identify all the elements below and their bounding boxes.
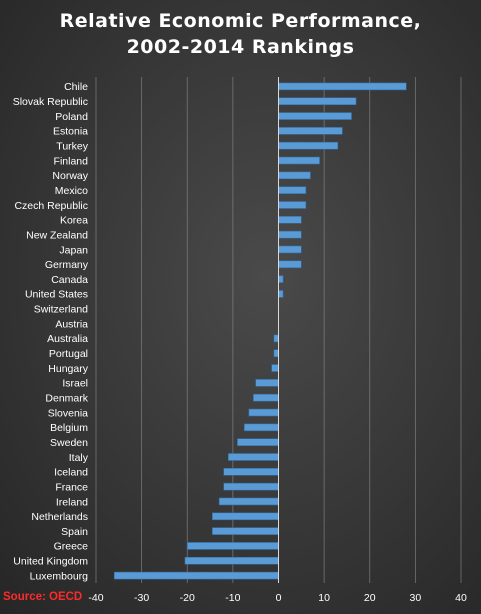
bar-japan (278, 245, 302, 254)
bar-norway (278, 171, 311, 180)
bar-poland (278, 112, 352, 120)
bar-ireland (218, 497, 279, 506)
bar-denmark (253, 393, 279, 402)
bar-slovak-republic (278, 97, 357, 106)
category-label: Denmark (45, 393, 88, 405)
x-tick-label: 30 (410, 592, 422, 604)
gridlines (95, 77, 462, 583)
category-label: Mexico (55, 185, 88, 197)
category-label: Norway (52, 170, 88, 182)
bar-sweden (237, 438, 279, 446)
x-tick-label: -40 (88, 592, 103, 604)
category-label: Estonia (53, 126, 88, 138)
category-label: Turkey (56, 141, 88, 153)
category-label: France (55, 481, 88, 493)
bar-mexico (278, 186, 307, 194)
category-label: United Kingdom (13, 556, 88, 568)
category-label: Australia (47, 333, 88, 345)
category-labels: Chile Slovak Republic Poland Estonia Turkey F… (13, 81, 89, 582)
category-label: Slovak Republic (13, 96, 88, 108)
chart-title-line-1: Relative Economic Performance, (59, 10, 422, 32)
category-label: Finland (54, 155, 89, 167)
bar-spain (212, 527, 279, 535)
category-label: Chile (64, 81, 88, 93)
x-tick-label: -10 (225, 592, 240, 604)
bar-canada (278, 275, 284, 283)
category-label: Poland (55, 111, 88, 123)
bar-united-states (278, 290, 284, 298)
category-label: Czech Republic (14, 200, 88, 212)
bar-australia (273, 334, 279, 343)
x-tick-label: -20 (180, 592, 195, 604)
bar-germany (278, 260, 302, 269)
x-tick-label: 10 (318, 592, 330, 604)
chart-title-line-2: 2002-2014 Rankings (126, 36, 355, 58)
bar-chile (278, 82, 407, 91)
category-label: Italy (69, 452, 89, 464)
category-label: Belgium (50, 422, 88, 434)
category-label: Hungary (48, 363, 88, 375)
bar-slovenia (248, 408, 279, 417)
category-label: Spain (61, 526, 88, 538)
bar-new-zealand (278, 230, 302, 239)
source-note: Source: OECD (3, 591, 83, 603)
category-label: New Zealand (26, 229, 88, 241)
x-tick-label: -30 (134, 592, 149, 604)
bar-israel (255, 379, 279, 387)
bar-greece (186, 542, 279, 550)
bar-united-kingdom (184, 556, 279, 565)
category-label: Israel (62, 378, 88, 390)
bar-korea (278, 216, 302, 224)
category-label: Iceland (54, 467, 88, 479)
category-label: Slovenia (48, 407, 88, 419)
bar-hungary (271, 364, 279, 372)
bar-turkey (278, 141, 339, 150)
category-label: Germany (45, 259, 89, 271)
bar-finland (278, 156, 320, 165)
bar-luxembourg (113, 571, 279, 580)
bars (113, 82, 407, 580)
bar-belgium (243, 423, 279, 432)
x-tick-labels: -40 -30 -20 -10 0 10 20 30 40 (88, 592, 467, 604)
category-label: Greece (54, 541, 89, 553)
category-label: Austria (55, 318, 88, 330)
bar-estonia (278, 127, 343, 135)
x-tick-label: 0 (276, 592, 282, 604)
category-label: United States (25, 289, 88, 301)
bar-italy (228, 453, 279, 461)
category-label: Portugal (49, 348, 88, 360)
x-tick-label: 40 (455, 592, 467, 604)
bar-portugal (273, 349, 279, 358)
category-label: Switzerland (34, 304, 88, 316)
category-label: Canada (51, 274, 88, 286)
category-label: Luxembourg (30, 570, 89, 582)
bar-netherlands (212, 512, 279, 521)
category-label: Netherlands (31, 511, 88, 523)
category-label: Japan (59, 244, 88, 256)
bar-czech-republic (278, 201, 307, 209)
category-label: Ireland (56, 496, 88, 508)
category-label: Korea (60, 215, 88, 227)
category-label: Sweden (50, 437, 88, 449)
bar-iceland (223, 468, 279, 476)
bar-france (223, 482, 279, 491)
x-tick-label: 20 (364, 592, 376, 604)
